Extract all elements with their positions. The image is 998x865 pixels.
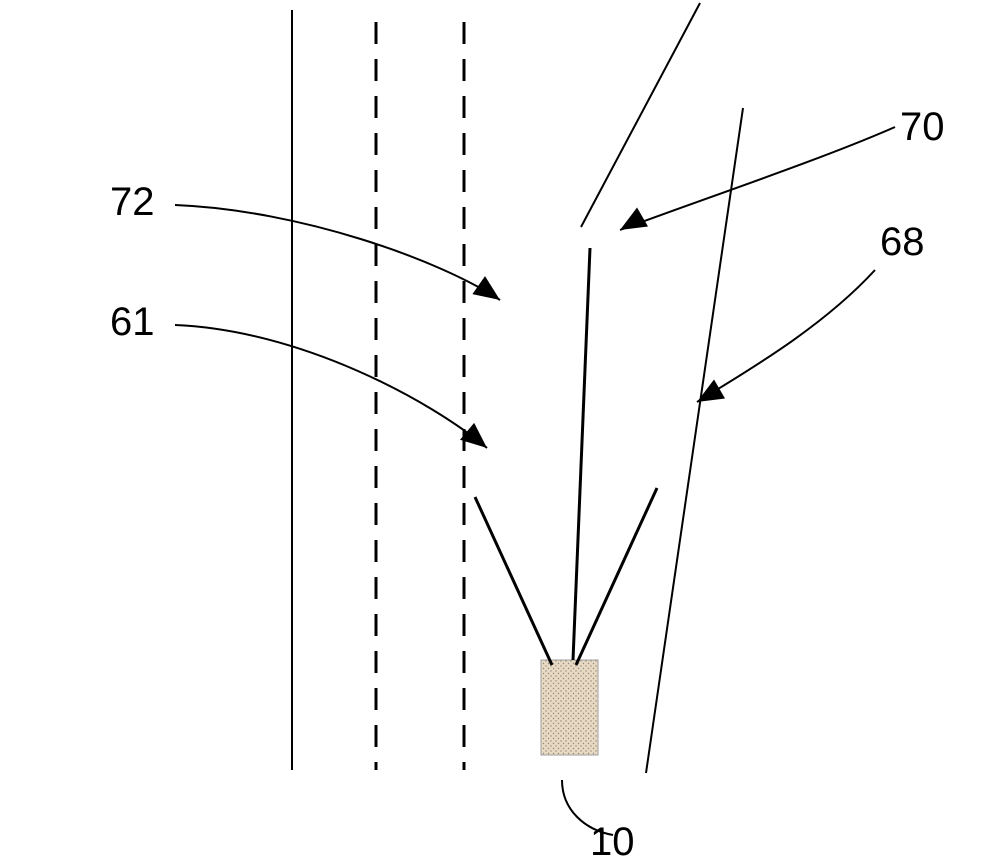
label-61: 61 — [110, 300, 155, 345]
line-right-edge-upper — [581, 3, 700, 227]
diagram-canvas: 70 72 68 61 10 — [0, 0, 998, 865]
line-right-edge-lower — [646, 108, 743, 773]
diagram-svg — [0, 0, 998, 865]
leader-leader-70 — [620, 127, 895, 230]
arrowhead — [620, 207, 648, 230]
leader-leader-68 — [697, 270, 875, 402]
label-10: 10 — [590, 820, 635, 865]
line-v-left — [475, 497, 552, 665]
leader-leader-61 — [175, 325, 487, 448]
arrowhead — [472, 276, 500, 300]
leader-leader-72 — [175, 205, 500, 300]
label-72: 72 — [110, 180, 155, 225]
vehicle-box — [541, 660, 598, 755]
label-70: 70 — [900, 105, 945, 150]
line-inner-right — [573, 248, 590, 660]
label-68: 68 — [880, 220, 925, 265]
line-v-right — [576, 488, 657, 665]
